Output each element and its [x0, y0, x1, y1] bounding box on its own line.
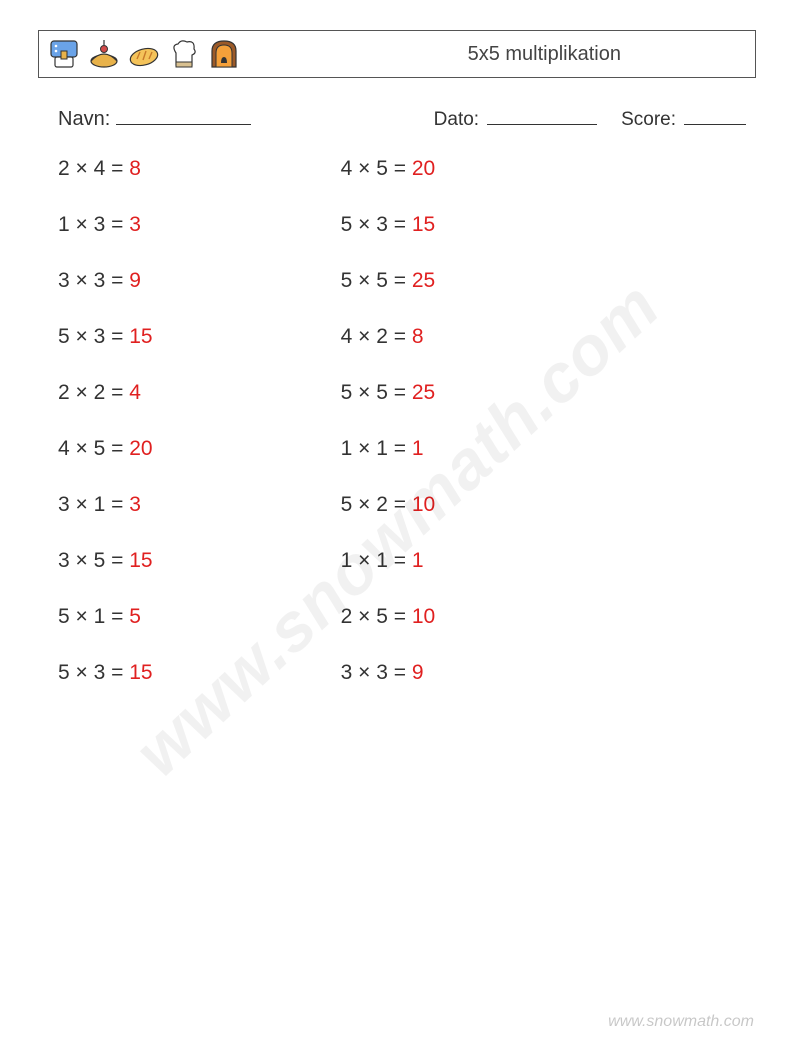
problem: 2 × 4 = 8 [58, 157, 153, 181]
problem-expression: 3 × 3 = [58, 269, 129, 292]
problem-expression: 5 × 3 = [58, 661, 129, 684]
problem-answer: 15 [412, 213, 435, 236]
problem-expression: 2 × 5 = [341, 605, 412, 628]
problem: 1 × 1 = 1 [341, 437, 436, 461]
problem-answer: 3 [129, 213, 141, 236]
problem: 3 × 3 = 9 [341, 661, 436, 685]
problem-answer: 9 [129, 269, 141, 292]
problem-answer: 25 [412, 269, 435, 292]
problem: 5 × 2 = 10 [341, 493, 436, 517]
problem-answer: 20 [412, 157, 435, 180]
bread-icon [127, 37, 161, 71]
score-label: Score: [621, 109, 676, 131]
problem: 5 × 5 = 25 [341, 269, 436, 293]
score-blank[interactable] [684, 108, 746, 125]
problem-answer: 15 [129, 549, 152, 572]
problem: 5 × 3 = 15 [58, 661, 153, 685]
problem: 5 × 1 = 5 [58, 605, 153, 629]
problem-expression: 1 × 3 = [58, 213, 129, 236]
problem: 2 × 5 = 10 [341, 605, 436, 629]
problem: 3 × 5 = 15 [58, 549, 153, 573]
problem-expression: 4 × 5 = [58, 437, 129, 460]
problem-expression: 2 × 4 = [58, 157, 129, 180]
problem-answer: 20 [129, 437, 152, 460]
problem: 1 × 3 = 3 [58, 213, 153, 237]
name-label: Navn: [58, 108, 110, 131]
problem: 2 × 2 = 4 [58, 381, 153, 405]
chefhat-icon [167, 37, 201, 71]
problem-answer: 4 [129, 381, 141, 404]
oven-icon [207, 37, 241, 71]
problem-answer: 3 [129, 493, 141, 516]
worksheet-title: 5x5 multiplikation [468, 43, 621, 66]
problem-expression: 5 × 3 = [341, 213, 412, 236]
date-label: Dato: [434, 109, 479, 131]
problem: 3 × 1 = 3 [58, 493, 153, 517]
problem: 4 × 5 = 20 [341, 157, 436, 181]
pie-icon [87, 37, 121, 71]
problem-answer: 9 [412, 661, 424, 684]
date-blank[interactable] [487, 108, 597, 125]
problem-expression: 2 × 2 = [58, 381, 129, 404]
problem: 5 × 5 = 25 [341, 381, 436, 405]
problem: 5 × 3 = 15 [341, 213, 436, 237]
mixer-icon [47, 37, 81, 71]
problem: 5 × 3 = 15 [58, 325, 153, 349]
footer-link: www.snowmath.com [608, 1013, 754, 1031]
problem-answer: 25 [412, 381, 435, 404]
problem-answer: 15 [129, 325, 152, 348]
problem-answer: 10 [412, 605, 435, 628]
problem-answer: 10 [412, 493, 435, 516]
info-row: Navn: Dato: Score: [38, 108, 756, 131]
problem-answer: 15 [129, 661, 152, 684]
problem-answer: 1 [412, 549, 424, 572]
problem-expression: 5 × 1 = [58, 605, 129, 628]
worksheet-header: 5x5 multiplikation [38, 30, 756, 78]
problem-expression: 5 × 5 = [341, 381, 412, 404]
problem: 4 × 2 = 8 [341, 325, 436, 349]
name-blank[interactable] [116, 108, 251, 125]
problem-expression: 3 × 1 = [58, 493, 129, 516]
problem-answer: 8 [129, 157, 141, 180]
problem-answer: 5 [129, 605, 141, 628]
problem: 3 × 3 = 9 [58, 269, 153, 293]
problem-expression: 4 × 2 = [341, 325, 412, 348]
problem: 4 × 5 = 20 [58, 437, 153, 461]
problem-expression: 4 × 5 = [341, 157, 412, 180]
problem-expression: 3 × 3 = [341, 661, 412, 684]
problems-grid: 2 × 4 = 81 × 3 = 33 × 3 = 95 × 3 = 152 ×… [38, 157, 756, 685]
problem-expression: 5 × 3 = [58, 325, 129, 348]
problems-column-2: 4 × 5 = 20 5 × 3 = 15 5 × 5 = 25 4 × 2 = 8 5… [341, 157, 436, 685]
problem-expression: 1 × 1 = [341, 437, 412, 460]
problem-answer: 8 [412, 325, 424, 348]
header-icons [47, 37, 241, 71]
problem-expression: 5 × 5 = [341, 269, 412, 292]
problem-answer: 1 [412, 437, 424, 460]
problem-expression: 3 × 5 = [58, 549, 129, 572]
problem-expression: 1 × 1 = [341, 549, 412, 572]
problem: 1 × 1 = 1 [341, 549, 436, 573]
problems-column-1: 2 × 4 = 8 1 × 3 = 3 3 × 3 = 9 5 × 3 = 15 2 ×… [58, 157, 153, 685]
problem-expression: 5 × 2 = [341, 493, 412, 516]
